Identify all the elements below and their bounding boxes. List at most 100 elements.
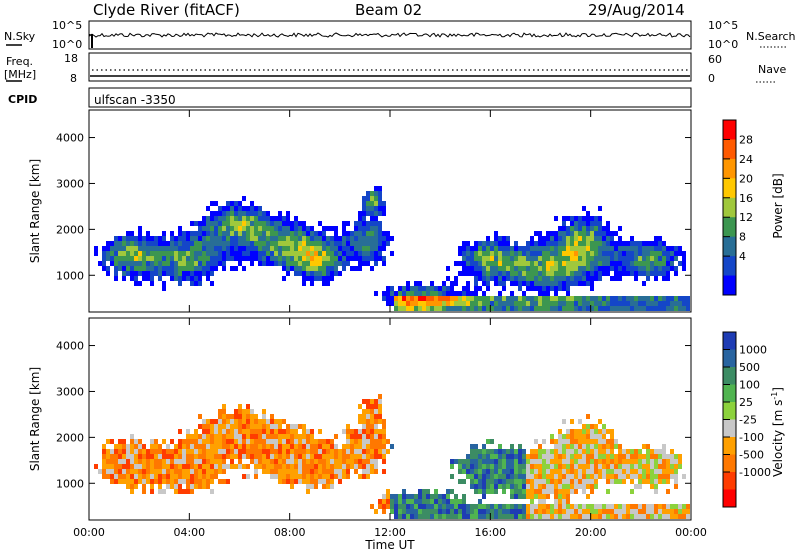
heatmap-cell xyxy=(574,514,578,519)
velocity-colorbar-title: Velocity [m s-1] xyxy=(770,387,785,477)
heatmap-cell xyxy=(526,504,530,509)
heatmap-cell xyxy=(262,469,266,474)
heatmap-cell xyxy=(634,271,638,276)
heatmap-cell xyxy=(430,301,434,306)
heatmap-cell xyxy=(494,236,498,241)
heatmap-cell xyxy=(622,241,626,246)
heatmap-cell xyxy=(182,251,186,256)
heatmap-cell xyxy=(138,241,142,246)
heatmap-cell xyxy=(250,206,254,211)
heatmap-cell xyxy=(474,509,478,514)
heatmap-cell xyxy=(298,241,302,246)
heatmap-cell xyxy=(130,236,134,241)
heatmap-cell xyxy=(530,241,534,246)
heatmap-cell xyxy=(538,499,542,504)
heatmap-cell xyxy=(374,291,378,296)
heatmap-cell xyxy=(542,271,546,276)
heatmap-cell xyxy=(626,504,630,509)
heatmap-cell xyxy=(546,301,550,306)
heatmap-cell xyxy=(210,251,214,256)
heatmap-cell xyxy=(478,504,482,509)
heatmap-cell xyxy=(118,241,122,246)
heatmap-cell xyxy=(638,514,642,519)
heatmap-cell xyxy=(470,296,474,301)
heatmap-cell xyxy=(466,459,470,464)
heatmap-cell xyxy=(462,251,466,256)
heatmap-cell xyxy=(666,296,670,301)
heatmap-cell xyxy=(186,454,190,459)
heatmap-cell xyxy=(322,459,326,464)
heatmap-cell xyxy=(506,449,510,454)
heatmap-cell xyxy=(646,301,650,306)
heatmap-cell xyxy=(118,261,122,266)
heatmap-cell xyxy=(254,236,258,241)
heatmap-cell xyxy=(670,474,674,479)
heatmap-cell xyxy=(350,266,354,271)
heatmap-cell xyxy=(550,459,554,464)
heatmap-cell xyxy=(626,256,630,261)
heatmap-cell xyxy=(150,276,154,281)
heatmap-cell xyxy=(250,241,254,246)
heatmap-cell xyxy=(198,276,202,281)
heatmap-cell xyxy=(546,514,550,519)
heatmap-cell xyxy=(186,241,190,246)
heatmap-cell xyxy=(370,439,374,444)
heatmap-cell xyxy=(598,504,602,509)
heatmap-cell xyxy=(490,276,494,281)
heatmap-cell xyxy=(606,256,610,261)
heatmap-cell xyxy=(658,514,662,519)
heatmap-cell xyxy=(450,489,454,494)
heatmap-cell xyxy=(342,474,346,479)
heatmap-cell xyxy=(258,241,262,246)
heatmap-cell xyxy=(530,306,534,311)
heatmap-cell xyxy=(518,306,522,311)
freq-panel: Freq. [MHz] 18 8 60 0 Nave xyxy=(4,52,786,85)
heatmap-cell xyxy=(322,276,326,281)
heatmap-cell xyxy=(118,464,122,469)
heatmap-cell xyxy=(166,444,170,449)
heatmap-cell xyxy=(366,399,370,404)
heatmap-cell xyxy=(378,226,382,231)
heatmap-cell xyxy=(262,261,266,266)
heatmap-cell xyxy=(246,211,250,216)
heatmap-cell xyxy=(478,306,482,311)
heatmap-cell xyxy=(214,261,218,266)
heatmap-cell xyxy=(230,449,234,454)
heatmap-cell xyxy=(186,266,190,271)
heatmap-cell xyxy=(102,464,106,469)
heatmap-cell xyxy=(570,514,574,519)
heatmap-cell xyxy=(454,281,458,286)
heatmap-cell xyxy=(526,474,530,479)
heatmap-cell xyxy=(238,261,242,266)
heatmap-cell xyxy=(666,454,670,459)
heatmap-cell xyxy=(578,301,582,306)
heatmap-cell xyxy=(238,424,242,429)
heatmap-cell xyxy=(418,286,422,291)
heatmap-cell xyxy=(566,226,570,231)
heatmap-cell xyxy=(558,514,562,519)
heatmap-cell xyxy=(638,469,642,474)
heatmap-cell xyxy=(682,504,686,509)
heatmap-cell xyxy=(682,256,686,261)
heatmap-cell xyxy=(590,251,594,256)
heatmap-cell xyxy=(582,301,586,306)
heatmap-cell xyxy=(518,514,522,519)
heatmap-cell xyxy=(586,226,590,231)
heatmap-cell xyxy=(670,246,674,251)
heatmap-cell xyxy=(374,399,378,404)
heatmap-cell xyxy=(550,449,554,454)
heatmap-cell xyxy=(306,231,310,236)
heatmap-cell xyxy=(278,261,282,266)
heatmap-cell xyxy=(546,489,550,494)
heatmap-cell xyxy=(434,504,438,509)
heatmap-cell xyxy=(334,454,338,459)
heatmap-cell xyxy=(562,241,566,246)
heatmap-cell xyxy=(594,241,598,246)
heatmap-cell xyxy=(586,484,590,489)
heatmap-cell xyxy=(602,306,606,311)
heatmap-cell xyxy=(574,469,578,474)
heatmap-cell xyxy=(198,454,202,459)
heatmap-cell xyxy=(594,439,598,444)
heatmap-cell xyxy=(666,306,670,311)
heatmap-cell xyxy=(246,226,250,231)
